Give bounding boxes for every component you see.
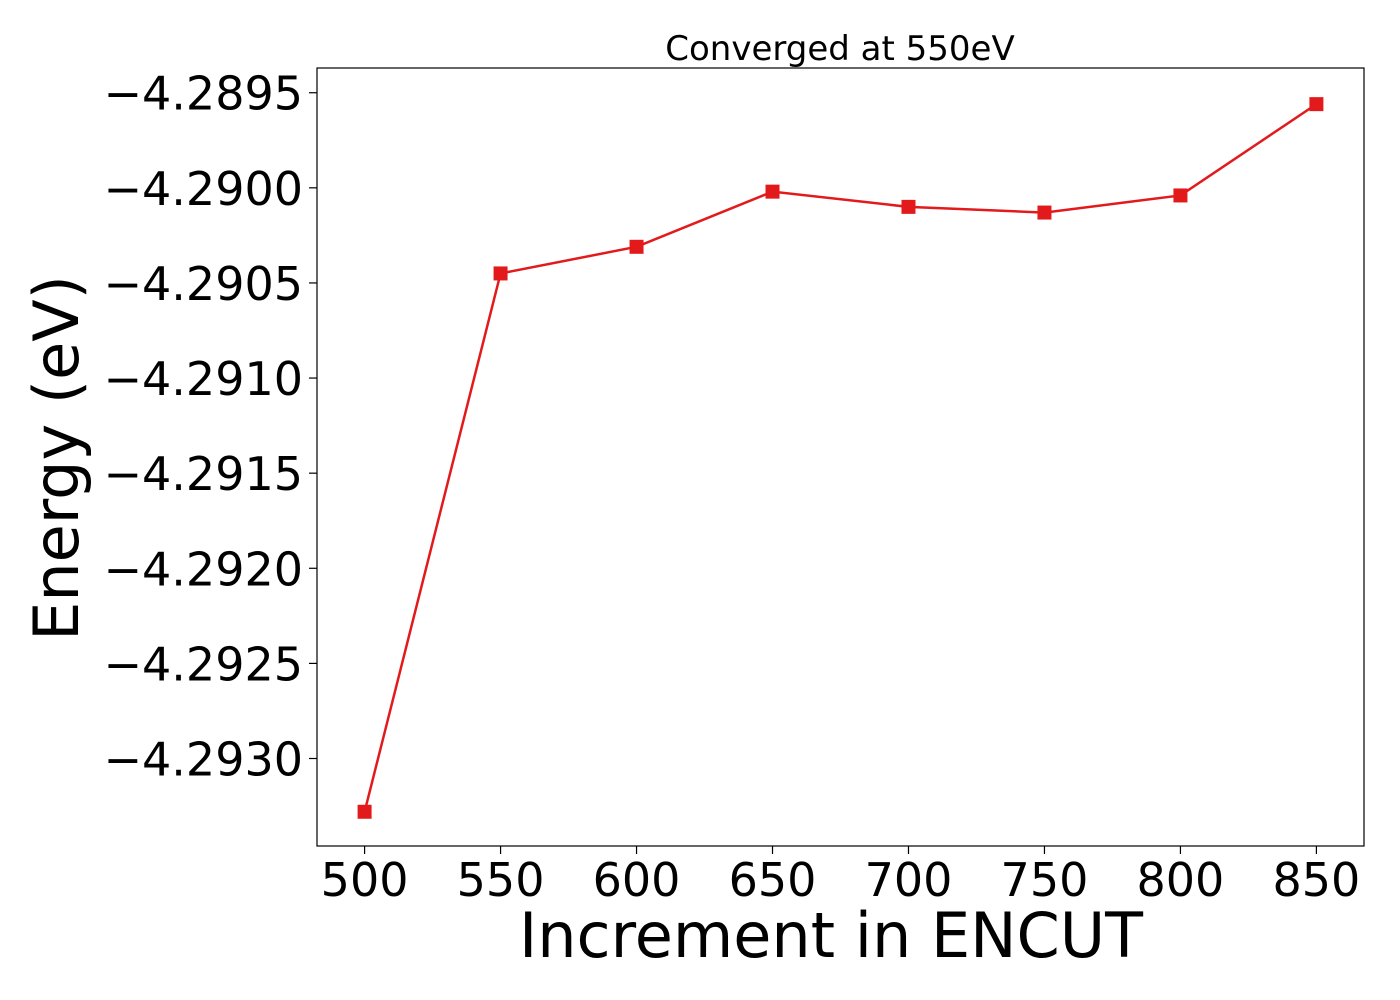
y-tick-label: −4.2915	[104, 447, 304, 501]
x-tick-label: 600	[593, 853, 681, 907]
data-point-600	[629, 239, 644, 254]
x-tick-label: 800	[1137, 853, 1225, 907]
y-tick-label: −4.2930	[104, 732, 304, 786]
y-tick-label: −4.2920	[104, 542, 304, 596]
axes-frame	[316, 67, 1365, 847]
x-tick-label: 550	[457, 853, 545, 907]
x-tick-label: 500	[321, 853, 409, 907]
x-tick-label: 750	[1001, 853, 1089, 907]
y-tick-label: −4.2895	[104, 67, 304, 121]
y-tick-label: −4.2925	[104, 637, 304, 691]
y-tick-label: −4.2900	[104, 162, 304, 216]
plot-area: 500 550 600 650 700 750 800 850 −4.2930 −4.2925 −4…	[104, 67, 1361, 907]
y-axis-label: Energy (eV)	[20, 275, 93, 641]
data-point-650	[765, 184, 780, 199]
x-axis-label: Increment in ENCUT	[519, 899, 1144, 972]
data-point-750	[1037, 205, 1052, 220]
y-tick-label: −4.2905	[104, 257, 304, 311]
chart-title: Converged at 550eV	[665, 29, 1014, 69]
data-point-800	[1173, 188, 1188, 203]
data-point-700	[901, 199, 916, 214]
data-point-550	[493, 266, 508, 281]
data-point-500	[357, 804, 372, 819]
series-line	[363, 103, 1318, 813]
x-tick-label: 700	[865, 853, 953, 907]
x-tick-label: 650	[729, 853, 817, 907]
x-tick-label: 850	[1273, 853, 1361, 907]
data-point-850	[1309, 97, 1324, 112]
y-tick-label: −4.2910	[104, 352, 304, 406]
